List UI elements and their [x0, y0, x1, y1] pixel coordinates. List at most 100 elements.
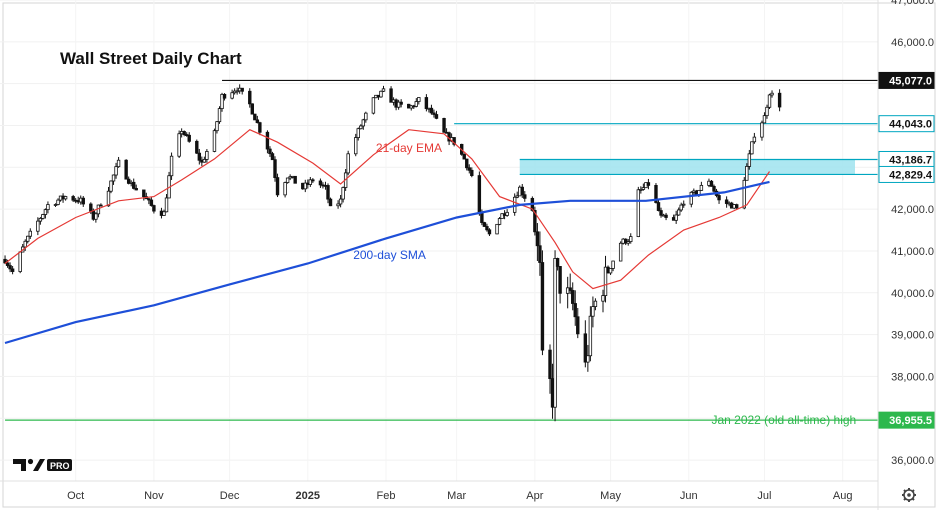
candle-body — [656, 202, 661, 211]
candle-body — [187, 134, 191, 142]
candle-body — [235, 90, 239, 93]
candle-body — [676, 209, 681, 216]
candle-body — [742, 179, 746, 209]
price-tick-label: 39,000.0 — [891, 330, 934, 342]
tradingview-logo: PRO — [13, 458, 72, 471]
candle-body — [109, 180, 113, 192]
candle-body — [149, 199, 154, 206]
candle-body — [641, 187, 646, 190]
candle-body — [497, 218, 502, 225]
candle-body — [248, 90, 252, 105]
candle-body — [399, 101, 403, 105]
candle-body — [195, 140, 199, 154]
candle-body — [197, 152, 202, 161]
resistance-zone-fill — [519, 159, 855, 175]
candle-body — [636, 189, 641, 238]
candle-body — [591, 306, 595, 317]
candle-body — [212, 130, 217, 152]
price-badge — [878, 115, 935, 133]
candle-body — [89, 203, 93, 212]
candle-body — [659, 210, 663, 216]
candle-body — [270, 153, 275, 161]
candle-body — [629, 236, 633, 242]
horizontal-levels — [5, 79, 878, 421]
candle-body — [63, 196, 68, 200]
chart-title: Wall Street Daily Chart — [60, 49, 242, 68]
candle-body — [538, 245, 542, 263]
candle-body — [265, 131, 270, 150]
price-badge-label: 42,829.4 — [889, 169, 933, 181]
candle-body — [56, 199, 60, 205]
candle-body — [364, 112, 368, 121]
ema-21-line — [4, 128, 770, 290]
candle-body — [576, 316, 580, 335]
candle-body — [99, 204, 103, 207]
candle-body — [202, 159, 207, 163]
candle-body — [485, 226, 489, 231]
time-tick-label: Jun — [680, 490, 698, 502]
candle-body — [712, 185, 716, 192]
candle-body — [250, 103, 254, 115]
candle-body — [555, 258, 560, 267]
time-tick-label: Feb — [377, 490, 396, 502]
candle-body — [106, 190, 111, 207]
candle-body — [356, 128, 360, 138]
candle-body — [308, 179, 313, 185]
candle-body — [147, 198, 151, 201]
candle-body — [124, 159, 128, 180]
candle-body — [540, 262, 545, 351]
candle-body — [747, 153, 752, 167]
moving-averages — [4, 128, 770, 345]
candle-body — [43, 209, 48, 215]
candle-body — [558, 266, 562, 294]
candle-body — [674, 214, 678, 221]
time-tick-label: Mar — [447, 490, 466, 502]
candle-body — [132, 181, 136, 189]
gear-icon[interactable] — [902, 488, 916, 502]
time-tick-label: Aug — [833, 490, 853, 502]
candle-body — [553, 258, 557, 408]
candle-body — [26, 235, 30, 242]
candle-body — [182, 131, 186, 135]
candle-body — [258, 122, 262, 133]
candle-body — [28, 230, 32, 237]
candle-body — [230, 92, 234, 99]
candle-body — [285, 177, 290, 183]
candle-body — [618, 242, 623, 262]
candle-body — [571, 290, 575, 304]
candle-body — [752, 136, 757, 143]
candle-body — [217, 108, 222, 123]
candle-body — [10, 268, 15, 272]
price-badge-label: 44,043.0 — [889, 119, 932, 131]
candle-body — [699, 184, 704, 191]
candle-body — [417, 97, 421, 102]
candle-body — [215, 121, 219, 132]
candle-body — [255, 119, 260, 124]
price-tick-label: 38,000.0 — [891, 371, 934, 383]
price-badge-label: 36,955.5 — [889, 415, 932, 427]
time-axis[interactable]: Oct Nov Dec 2025 Feb Mar Apr May Jun Jul Aug — [67, 490, 852, 502]
candle-body — [142, 189, 146, 198]
candle-body — [770, 92, 774, 96]
candle-body — [646, 182, 651, 186]
candle-body — [477, 175, 482, 213]
candle-body — [38, 218, 43, 222]
time-tick-label: Apr — [526, 490, 543, 502]
candle-body — [505, 211, 509, 216]
candle-body — [222, 93, 227, 99]
candle-body — [293, 175, 297, 184]
candle-body — [735, 204, 739, 209]
candle-body — [5, 262, 10, 266]
candle-body — [205, 151, 209, 160]
candle-body — [762, 115, 767, 124]
candle-body — [328, 198, 333, 207]
candle-body — [177, 133, 181, 157]
candle-body — [341, 187, 345, 200]
candle-body — [326, 185, 330, 200]
candle-body — [482, 222, 487, 227]
sma-200-line — [4, 180, 770, 345]
candle-body — [467, 167, 471, 171]
candle-body — [169, 155, 174, 177]
candle-body — [442, 117, 446, 133]
